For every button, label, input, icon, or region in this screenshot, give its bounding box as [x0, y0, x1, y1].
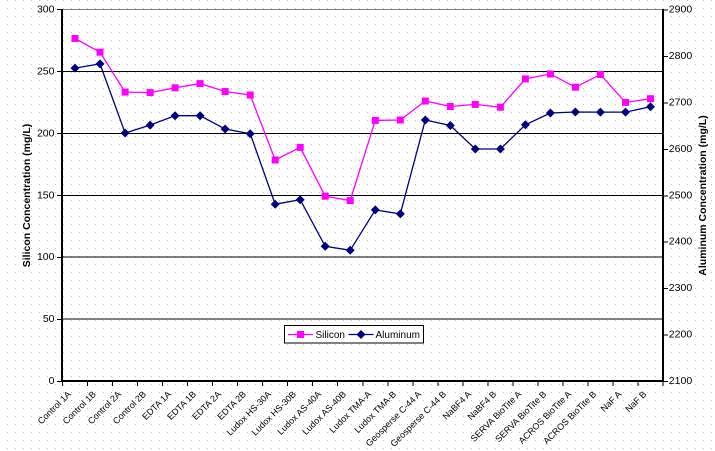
- svg-text:100: 100: [37, 251, 55, 263]
- svg-text:2900: 2900: [669, 4, 693, 16]
- svg-text:Aluminum Concentration (mg/L): Aluminum Concentration (mg/L): [697, 115, 709, 275]
- svg-text:2200: 2200: [669, 329, 693, 341]
- svg-text:150: 150: [37, 189, 55, 201]
- svg-text:200: 200: [37, 127, 55, 139]
- svg-text:2500: 2500: [669, 189, 693, 201]
- svg-text:Silicon Concentration (mg/L): Silicon Concentration (mg/L): [21, 124, 33, 268]
- svg-text:2100: 2100: [669, 375, 693, 387]
- svg-text:2700: 2700: [669, 97, 693, 109]
- svg-text:2800: 2800: [669, 50, 693, 62]
- svg-text:50: 50: [43, 313, 55, 325]
- svg-text:2600: 2600: [669, 143, 693, 155]
- svg-text:Aluminum: Aluminum: [376, 330, 420, 341]
- svg-text:2400: 2400: [669, 236, 693, 248]
- svg-text:2300: 2300: [669, 282, 693, 294]
- svg-text:300: 300: [37, 4, 55, 16]
- svg-text:250: 250: [37, 66, 55, 78]
- svg-text:0: 0: [49, 375, 55, 387]
- svg-text:Silicon: Silicon: [316, 330, 345, 341]
